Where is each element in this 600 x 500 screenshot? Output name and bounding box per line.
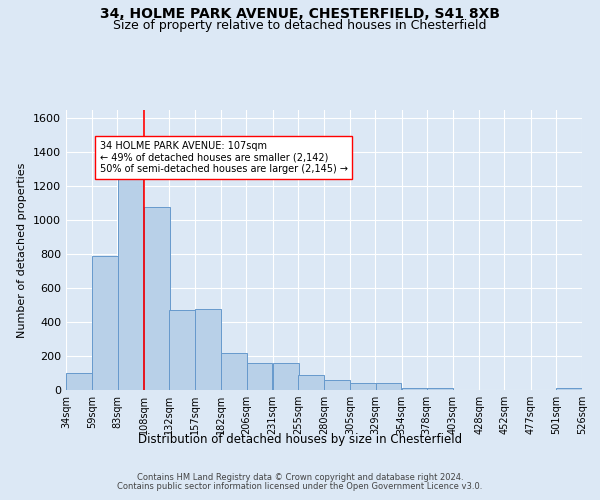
Text: 34 HOLME PARK AVENUE: 107sqm
← 49% of detached houses are smaller (2,142)
50% of: 34 HOLME PARK AVENUE: 107sqm ← 49% of de… xyxy=(100,140,347,173)
Text: Distribution of detached houses by size in Chesterfield: Distribution of detached houses by size … xyxy=(138,432,462,446)
Bar xyxy=(427,388,453,390)
Text: Contains public sector information licensed under the Open Government Licence v3: Contains public sector information licen… xyxy=(118,482,482,491)
Bar xyxy=(350,383,376,390)
Bar xyxy=(402,388,428,390)
Bar xyxy=(376,383,401,390)
Bar xyxy=(195,308,221,390)
Bar xyxy=(221,352,247,390)
Bar xyxy=(144,206,170,390)
Bar xyxy=(298,374,324,390)
Bar xyxy=(169,310,195,390)
Bar xyxy=(92,256,118,390)
Bar xyxy=(66,373,92,390)
Bar xyxy=(118,170,143,390)
Text: Contains HM Land Registry data © Crown copyright and database right 2024.: Contains HM Land Registry data © Crown c… xyxy=(137,472,463,482)
Y-axis label: Number of detached properties: Number of detached properties xyxy=(17,162,28,338)
Text: Size of property relative to detached houses in Chesterfield: Size of property relative to detached ho… xyxy=(113,18,487,32)
Text: 34, HOLME PARK AVENUE, CHESTERFIELD, S41 8XB: 34, HOLME PARK AVENUE, CHESTERFIELD, S41… xyxy=(100,8,500,22)
Bar xyxy=(273,363,299,390)
Bar xyxy=(556,388,582,390)
Bar xyxy=(324,380,350,390)
Bar xyxy=(247,363,272,390)
